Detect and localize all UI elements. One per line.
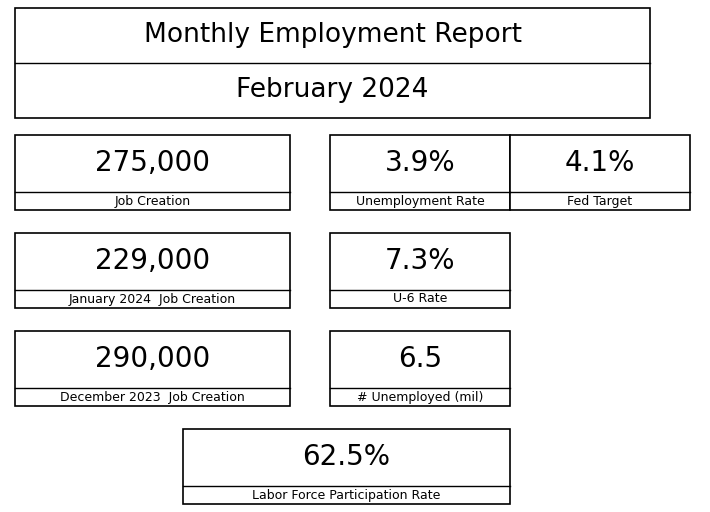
Text: February 2024: February 2024 xyxy=(236,77,429,103)
Bar xyxy=(330,233,510,308)
Text: 229,000: 229,000 xyxy=(95,247,210,275)
Text: Fed Target: Fed Target xyxy=(567,195,633,207)
Text: Monthly Employment Report: Monthly Employment Report xyxy=(143,22,522,48)
Bar xyxy=(15,233,290,308)
Text: 3.9%: 3.9% xyxy=(385,149,455,177)
Bar xyxy=(510,135,690,210)
Bar xyxy=(330,135,510,210)
Text: 6.5: 6.5 xyxy=(398,345,442,373)
Text: Labor Force Participation Rate: Labor Force Participation Rate xyxy=(252,488,441,501)
Bar xyxy=(183,429,510,504)
Bar xyxy=(15,8,650,118)
Text: December 2023  Job Creation: December 2023 Job Creation xyxy=(60,391,245,403)
Text: 62.5%: 62.5% xyxy=(302,443,390,471)
Text: 290,000: 290,000 xyxy=(95,345,210,373)
Text: Job Creation: Job Creation xyxy=(114,195,190,207)
Text: U-6 Rate: U-6 Rate xyxy=(393,292,447,306)
Text: 275,000: 275,000 xyxy=(95,149,210,177)
Bar xyxy=(330,331,510,406)
Text: 7.3%: 7.3% xyxy=(385,247,455,275)
Bar xyxy=(15,331,290,406)
Text: January 2024  Job Creation: January 2024 Job Creation xyxy=(69,292,236,306)
Text: # Unemployed (mil): # Unemployed (mil) xyxy=(357,391,484,403)
Bar xyxy=(15,135,290,210)
Text: Unemployment Rate: Unemployment Rate xyxy=(356,195,484,207)
Text: 4.1%: 4.1% xyxy=(565,149,635,177)
